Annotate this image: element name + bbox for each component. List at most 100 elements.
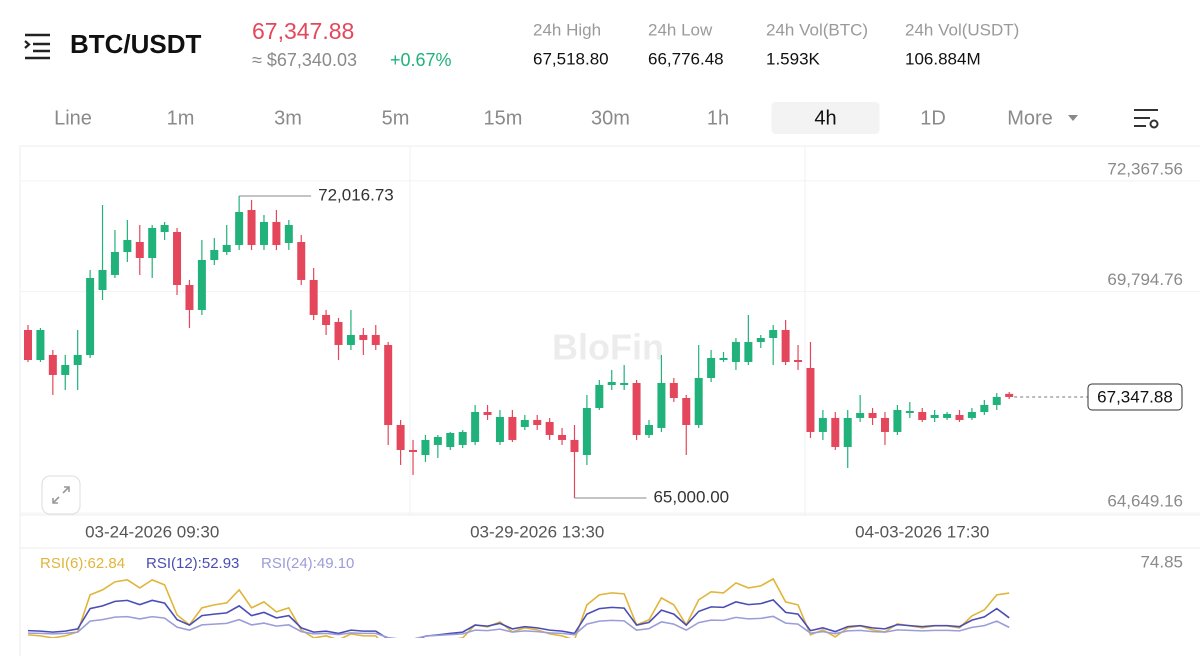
candle-body xyxy=(123,239,132,252)
candle-body xyxy=(446,432,455,447)
stat-label: 24h Vol(BTC) xyxy=(766,20,868,39)
annotation-label: 65,000.00 xyxy=(653,488,729,507)
stat-value: 106.884M xyxy=(905,49,981,68)
y-tick-label: 69,794.76 xyxy=(1107,270,1183,289)
candle-body xyxy=(86,277,95,356)
candle-body xyxy=(843,417,852,447)
candle-body xyxy=(458,431,467,445)
active-tab-bg xyxy=(771,102,880,134)
candle-body xyxy=(61,364,70,375)
menu-icon[interactable] xyxy=(24,33,50,60)
tab[interactable]: More xyxy=(1007,107,1053,129)
candle-body xyxy=(880,417,889,432)
candle-body xyxy=(160,225,169,232)
candle-body xyxy=(173,231,182,286)
candle-body xyxy=(371,334,380,345)
candle-body xyxy=(595,385,604,408)
tab[interactable]: 5m xyxy=(382,107,410,129)
last-price-box xyxy=(1087,383,1183,411)
candle-body xyxy=(334,321,343,345)
candle-body xyxy=(694,377,703,425)
candle-body xyxy=(48,355,57,375)
candle-body xyxy=(421,439,430,455)
last-price: 67,347.88 xyxy=(252,18,354,44)
stat-value: 66,776.48 xyxy=(648,49,724,68)
candle-body xyxy=(359,334,368,340)
candle-body xyxy=(36,329,45,360)
candle-body xyxy=(582,407,591,455)
candle-body xyxy=(943,413,952,418)
rsi-legend: RSI(12):52.93 xyxy=(146,555,239,572)
rsi-line xyxy=(27,598,1010,638)
tab[interactable]: 1h xyxy=(707,107,729,129)
candle-body xyxy=(620,382,629,386)
rsi-line xyxy=(27,577,1010,638)
candle-body xyxy=(967,411,976,418)
candle-body xyxy=(992,396,1001,405)
tab[interactable]: 1D xyxy=(920,107,946,129)
candle-body xyxy=(259,221,268,245)
tab[interactable]: 15m xyxy=(484,107,523,129)
candle-body xyxy=(731,342,740,362)
candle-body xyxy=(893,409,902,432)
rsi-tick-label: 74.85 xyxy=(1140,552,1183,571)
more-caret[interactable] xyxy=(1068,115,1078,121)
candle-body xyxy=(483,411,492,415)
x-tick-label: 03-24-2026 09:30 xyxy=(85,522,219,541)
chart-settings-icon[interactable] xyxy=(1134,109,1159,129)
tab[interactable]: 3m xyxy=(274,107,302,129)
candle-body xyxy=(955,414,964,421)
candle-body xyxy=(905,411,914,413)
approx-price: ≈ $67,340.03 xyxy=(252,50,357,70)
candle-body xyxy=(235,212,244,245)
stat-label: 24h High xyxy=(533,20,601,39)
candle-body xyxy=(433,437,442,445)
candle-body xyxy=(384,344,393,425)
tab[interactable]: 4h xyxy=(814,107,836,129)
candle-body xyxy=(272,221,281,245)
candle-body xyxy=(222,244,231,252)
candle-body xyxy=(980,404,989,412)
candle-body xyxy=(657,382,666,428)
candle-body xyxy=(707,357,716,378)
candle-body xyxy=(794,359,803,362)
annotation-label: 72,016.73 xyxy=(318,185,394,204)
candle-body xyxy=(409,450,418,452)
candle-body xyxy=(930,414,939,418)
candle-body xyxy=(135,242,144,258)
candle-body xyxy=(570,439,579,452)
candle-body xyxy=(756,337,765,343)
candle-body xyxy=(558,434,567,440)
candle-body xyxy=(520,420,529,427)
tab[interactable]: 30m xyxy=(591,107,630,129)
expand-button[interactable] xyxy=(41,475,81,515)
candle-body xyxy=(918,411,927,421)
candle-body xyxy=(297,242,306,280)
rsi-legend: RSI(24):49.10 xyxy=(261,555,354,572)
stat-label: 24h Low xyxy=(648,20,713,39)
candle-body xyxy=(818,417,827,432)
tab[interactable]: 1m xyxy=(167,107,195,129)
candle-body xyxy=(632,382,641,435)
candle-body xyxy=(719,357,728,360)
stat-label: 24h Vol(USDT) xyxy=(905,20,1019,39)
rsi-legend: RSI(6):62.84 xyxy=(40,555,125,572)
candle-body xyxy=(545,421,554,435)
candle-body xyxy=(1005,393,1014,397)
candle-body xyxy=(322,314,331,326)
candle-body xyxy=(669,382,678,399)
candle-body xyxy=(781,329,790,362)
tab[interactable]: Line xyxy=(54,107,92,129)
watermark: BloFin xyxy=(552,327,664,368)
candle-body xyxy=(185,285,194,310)
price-change: +0.67% xyxy=(390,50,452,70)
stat-value: 67,518.80 xyxy=(533,49,609,68)
stats: 24h High 67,518.80 24h Low 66,776.48 24h Vol… xyxy=(533,20,1019,68)
candle-body xyxy=(284,225,293,243)
rsi-line xyxy=(27,615,1010,638)
candle-body xyxy=(197,260,206,310)
candle-body xyxy=(806,368,815,432)
symbol[interactable]: BTC/USDT xyxy=(70,29,202,59)
